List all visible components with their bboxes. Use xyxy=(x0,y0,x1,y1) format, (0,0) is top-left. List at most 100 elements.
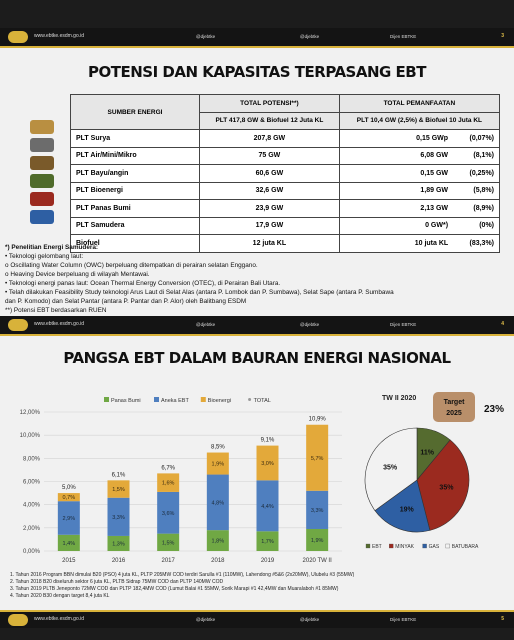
pie-legend-swatch xyxy=(365,543,371,549)
gold-stripe-bottom xyxy=(0,610,514,612)
bar-value-label: 3,0% xyxy=(261,461,274,467)
bar-value-label: 1,5% xyxy=(112,487,125,493)
twitter-handle[interactable]: @djebtke xyxy=(300,34,320,39)
legend-label: Panas Bumi xyxy=(111,398,141,404)
header-url[interactable]: www.ebtke.esdm.go.id xyxy=(34,33,85,39)
x-tick-label: 2016 xyxy=(112,558,126,564)
y-tick-label: 4,00% xyxy=(23,503,41,509)
footnote-line: 1. Tahun 2016 Program BBN dimulai B20 (P… xyxy=(10,572,355,578)
bar-value-label: 5,7% xyxy=(311,456,324,462)
target-callout xyxy=(433,392,475,422)
cell-potensi: 23,9 GW xyxy=(199,199,340,218)
table-row: PLT Air/Mini/Mikro 75 GW 6,08 GW (8,1%) xyxy=(70,146,501,165)
table-row: PLT Bayu/angin 60,6 GW 0,15 GW (0,25%) xyxy=(70,164,501,183)
bar-value-label: 1,7% xyxy=(261,539,274,545)
y-tick-label: 0,00% xyxy=(23,549,41,555)
footnote-line: 2. Tahun 2018 B20 diseluruh sektor 6 jut… xyxy=(10,579,224,585)
page-number-5: 5 xyxy=(501,616,504,622)
facebook-handle-2[interactable]: @djebtke xyxy=(196,322,216,327)
cell-potensi: 17,9 GW xyxy=(199,216,340,235)
footnote-line: 4. Tahun 2020 B30 dengan target 8,4 juta… xyxy=(10,593,110,599)
legend-swatch xyxy=(104,397,109,402)
table-row: PLT Surya 207,8 GW 0,15 GWp (0,07%) xyxy=(70,129,501,148)
note-line: o Oscillating Water Column (OWC) berpelu… xyxy=(5,262,258,269)
pie-slice xyxy=(364,427,418,511)
legend-swatch xyxy=(154,397,159,402)
bar-value-label: 1,6% xyxy=(162,481,175,487)
page-number-3: 3 xyxy=(501,33,504,39)
bar-segment xyxy=(57,534,80,551)
bar-value-label: 4,4% xyxy=(261,504,274,510)
bar-segment xyxy=(256,445,279,481)
note-line: • Teknologi gelombang laut: xyxy=(5,253,84,260)
page-number-4: 4 xyxy=(501,321,504,327)
ebt-potential-table: SUMBER ENERGI TOTAL POTENSI**) TOTAL PEM… xyxy=(70,94,501,253)
total-label: 6,1% xyxy=(112,472,126,478)
notes-block: *) Penelitian Energi Samudera: • Teknolog… xyxy=(5,243,505,315)
facebook-handle-3[interactable]: @djebtke xyxy=(196,617,216,622)
pie-slice-label: 35% xyxy=(439,485,454,492)
total-label: 6,7% xyxy=(161,465,175,471)
note-line: • Telah dilakukan Feasibility Study tekn… xyxy=(5,289,394,296)
bar-segment xyxy=(157,491,180,534)
wave-icon xyxy=(30,210,54,224)
x-tick-label: 2015 xyxy=(62,558,76,564)
solar-icon xyxy=(30,120,54,134)
col-total-potensi: TOTAL POTENSI**) xyxy=(199,94,340,113)
ebt-share-charts: 0,00% 2,00% 4,00% 6,00% 8,00% 10,00% 12,00% Pan… xyxy=(20,392,504,564)
x-tick-label: 2018 xyxy=(211,558,225,564)
footnote-line: 3. Tahun 2019 PLTB Jeneponto 72MW COD da… xyxy=(10,586,339,592)
ebt-share-title: PANGSA EBT DALAM BAURAN ENERGI NASIONAL xyxy=(63,349,451,367)
youtube-handle-2[interactable]: Dijen EBTKE xyxy=(390,322,417,327)
water-icon xyxy=(30,138,54,152)
cell-name: PLT Bioenergi xyxy=(70,181,200,200)
y-tick-label: 6,00% xyxy=(23,480,41,486)
legend-total-marker xyxy=(248,398,252,401)
legend-label: Bioenergi xyxy=(208,398,231,404)
youtube-handle[interactable]: Dijen EBTKE xyxy=(390,34,417,39)
twitter-handle-3[interactable]: @djebtke xyxy=(300,617,320,622)
esdm-logo xyxy=(8,31,28,43)
gold-stripe-mid xyxy=(0,334,514,336)
note-line: o Heaving Device berpeluang di wilayah M… xyxy=(5,271,150,278)
esdm-logo-3 xyxy=(8,614,28,626)
footnotes-block: 1. Tahun 2016 Program BBN dimulai B20 (P… xyxy=(10,572,354,600)
pie-slice-label: 19% xyxy=(400,506,415,513)
bar-value-label: 1,4% xyxy=(63,541,76,547)
bar-value-label: 1,3% xyxy=(112,541,125,547)
cell-name: PLT Surya xyxy=(70,129,200,148)
header-url-2[interactable]: www.ebtke.esdm.go.id xyxy=(34,321,85,327)
cell-potensi: 207,8 GW xyxy=(199,129,340,148)
total-label: 5,0% xyxy=(62,485,76,491)
total-label: 8,5% xyxy=(211,445,225,451)
bar-value-label: 3,3% xyxy=(311,508,324,514)
youtube-handle-3[interactable]: Dijen EBTKE xyxy=(390,617,417,622)
flame-icon xyxy=(30,192,54,206)
footer-url[interactable]: www.ebtke.esdm.go.id xyxy=(34,616,85,622)
pie-legend-label: GAS xyxy=(429,544,440,550)
facebook-handle[interactable]: @djebtke xyxy=(196,34,216,39)
legend-label: Aneka EBT xyxy=(161,398,189,404)
leaf-icon xyxy=(30,174,54,188)
y-tick-label: 12,00% xyxy=(20,410,41,416)
gold-stripe-top xyxy=(0,46,514,48)
target-value: 23% xyxy=(484,404,504,415)
pie-slice xyxy=(416,439,470,531)
bar-segment xyxy=(57,493,80,502)
table-row: PLT Samudera 17,9 GW 0 GW*) (0%) xyxy=(70,216,501,235)
bar-value-label: 1,9% xyxy=(212,462,225,468)
cell-potensi: 60,6 GW xyxy=(199,164,340,183)
pie-legend-swatch xyxy=(445,543,450,549)
bar-value-label: 1,9% xyxy=(311,538,324,544)
cell-pemanfaatan: 0 GW*) (0%) xyxy=(338,216,501,235)
ebt-potential-title: POTENSI DAN KAPASITAS TERPASANG EBT xyxy=(88,63,426,81)
x-tick-label: 2020 TW II xyxy=(303,558,333,564)
pie-slice-label: 35% xyxy=(383,464,398,471)
target-label: Target xyxy=(444,399,466,406)
pie-legend-swatch xyxy=(389,543,394,549)
target-year: 2025 xyxy=(446,410,462,417)
bar-segment xyxy=(206,530,229,551)
bar-segment xyxy=(107,480,130,498)
top-header-bar: www.ebtke.esdm.go.id @djebtke @djebtke D… xyxy=(0,28,514,46)
twitter-handle-2[interactable]: @djebtke xyxy=(300,322,320,327)
